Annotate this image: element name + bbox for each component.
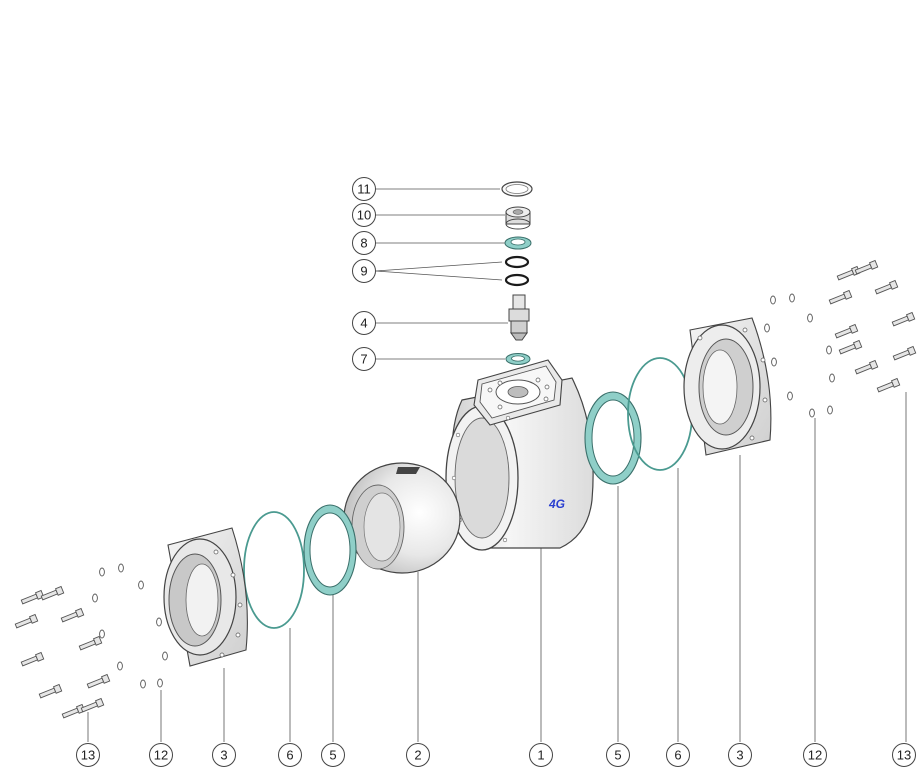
brand-logo: 4G xyxy=(548,497,565,511)
svg-text:12: 12 xyxy=(808,748,822,763)
part-8-packing xyxy=(504,236,532,250)
svg-text:11: 11 xyxy=(357,182,371,197)
part-6-gasket-left xyxy=(243,511,305,629)
svg-text:13: 13 xyxy=(81,748,95,763)
svg-text:3: 3 xyxy=(736,748,743,763)
part-4-stem xyxy=(508,294,530,341)
callout-9: 9 xyxy=(352,259,376,283)
part-13-bolts-right xyxy=(828,259,917,393)
callout-10: 10 xyxy=(352,203,376,227)
part-13-bolts-left xyxy=(14,585,111,719)
svg-text:7: 7 xyxy=(360,352,367,367)
svg-text:6: 6 xyxy=(674,748,681,763)
callout-5-left: 5 xyxy=(321,743,345,767)
svg-text:10: 10 xyxy=(357,208,371,223)
svg-text:12: 12 xyxy=(154,748,168,763)
part-7-thrust-washer xyxy=(505,353,531,365)
part-12-washers-right xyxy=(764,293,835,418)
callout-2: 2 xyxy=(406,743,430,767)
svg-text:9: 9 xyxy=(360,264,367,279)
callout-13-right: 13 xyxy=(892,743,916,767)
callout-6-left: 6 xyxy=(278,743,302,767)
callout-12-left: 12 xyxy=(149,743,173,767)
svg-text:2: 2 xyxy=(414,748,421,763)
svg-text:1: 1 xyxy=(537,748,544,763)
leader-lines xyxy=(87,188,907,742)
svg-text:8: 8 xyxy=(360,236,367,251)
callout-1: 1 xyxy=(529,743,553,767)
part-12-washers-left xyxy=(92,563,168,689)
callout-11: 11 xyxy=(352,177,376,201)
part-11-gland-ring xyxy=(501,181,533,197)
svg-text:13: 13 xyxy=(897,748,911,763)
callout-12-right: 12 xyxy=(803,743,827,767)
callout-13-left: 13 xyxy=(76,743,100,767)
part-1-valve-body xyxy=(445,359,594,551)
callout-4: 4 xyxy=(352,311,376,335)
part-10-gland-nut xyxy=(505,206,531,230)
callout-3-left: 3 xyxy=(212,743,236,767)
callout-8: 8 xyxy=(352,231,376,255)
callout-3-right: 3 xyxy=(728,743,752,767)
callout-5-right: 5 xyxy=(606,743,630,767)
svg-text:3: 3 xyxy=(220,748,227,763)
part-6-gasket-right xyxy=(627,357,693,471)
part-3-end-flange-right xyxy=(683,317,772,456)
part-5-seat-right xyxy=(584,391,642,485)
svg-text:5: 5 xyxy=(329,748,336,763)
part-2-ball xyxy=(343,462,461,574)
callout-6-right: 6 xyxy=(666,743,690,767)
part-9-o-rings xyxy=(504,255,530,287)
svg-text:5: 5 xyxy=(614,748,621,763)
callout-7: 7 xyxy=(352,347,376,371)
part-3-end-flange-left xyxy=(163,527,248,667)
svg-text:4: 4 xyxy=(360,316,367,331)
svg-text:6: 6 xyxy=(286,748,293,763)
part-5-seat-left xyxy=(303,504,357,596)
